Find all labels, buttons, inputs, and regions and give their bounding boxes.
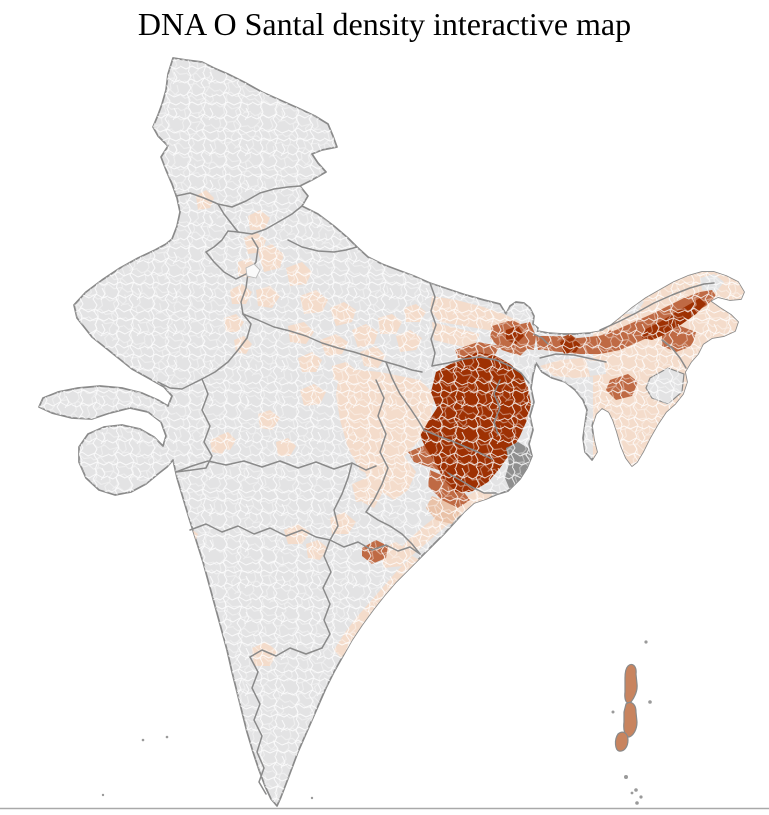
state-borders <box>157 185 715 795</box>
page-title: DNA O Santal density interactive map <box>137 6 632 42</box>
island-specks <box>101 640 652 805</box>
island-groups <box>614 663 638 752</box>
andaman-middle-island[interactable] <box>623 701 638 738</box>
region-tamil-nadu-spot[interactable] <box>350 658 374 680</box>
andaman-north-island[interactable] <box>624 663 638 704</box>
andaman-south-island[interactable] <box>614 731 629 752</box>
delhi-outline[interactable] <box>245 263 261 279</box>
